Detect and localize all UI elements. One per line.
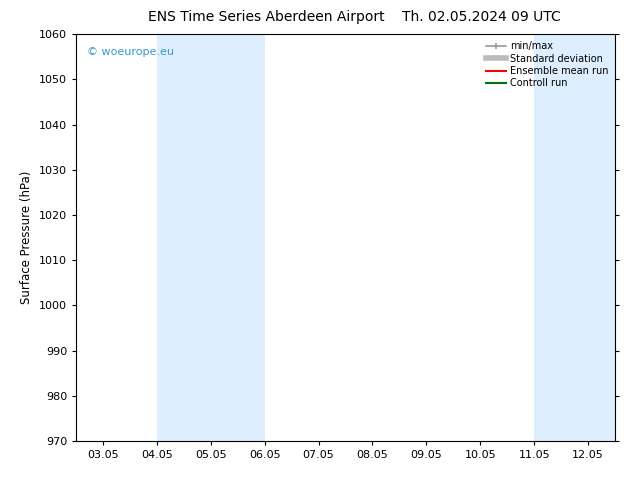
- Text: Th. 02.05.2024 09 UTC: Th. 02.05.2024 09 UTC: [403, 10, 561, 24]
- Text: ENS Time Series Aberdeen Airport: ENS Time Series Aberdeen Airport: [148, 10, 385, 24]
- Text: © woeurope.eu: © woeurope.eu: [87, 47, 174, 56]
- Bar: [157, 34, 265, 441]
- Bar: [534, 34, 615, 441]
- Legend: min/max, Standard deviation, Ensemble mean run, Controll run: min/max, Standard deviation, Ensemble me…: [484, 39, 610, 90]
- Y-axis label: Surface Pressure (hPa): Surface Pressure (hPa): [20, 171, 34, 304]
